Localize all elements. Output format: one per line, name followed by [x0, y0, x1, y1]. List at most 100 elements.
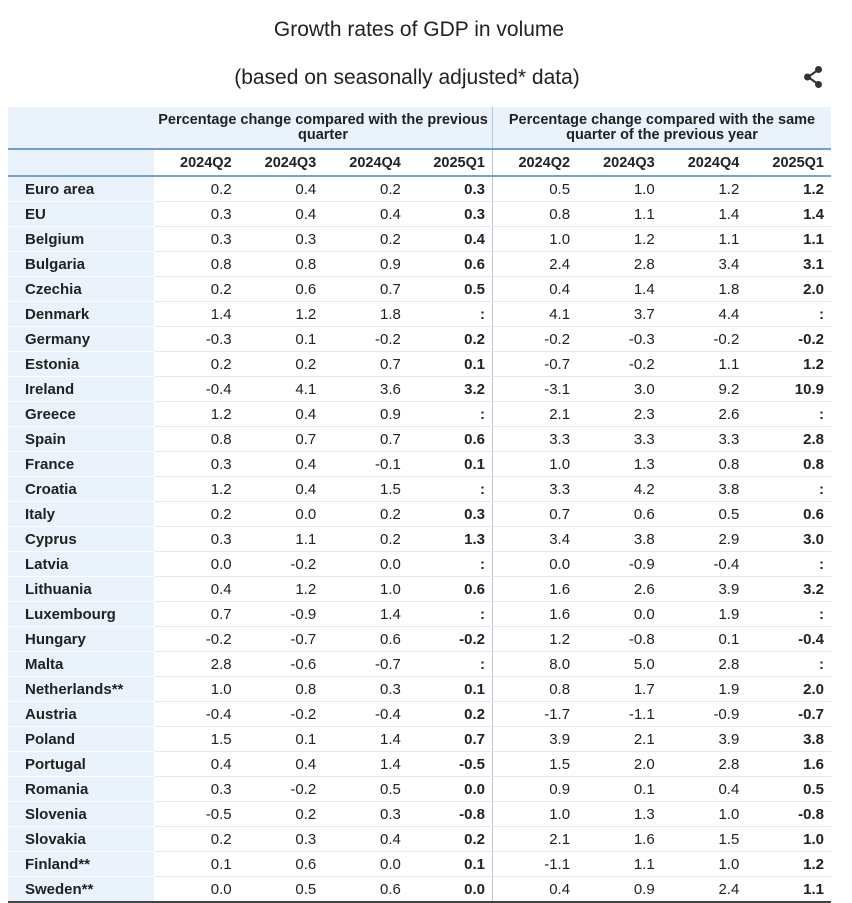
yoy-value-cell: 9.2 — [661, 376, 747, 402]
country-name: France — [8, 451, 155, 477]
qoq-value-cell: 1.0 — [154, 676, 239, 702]
share-icon[interactable] — [801, 65, 825, 89]
qoq-value-cell: -0.4 — [323, 701, 408, 727]
qoq-value-cell: 0.4 — [238, 451, 324, 477]
qoq-value-cell: 0.6 — [238, 276, 324, 302]
yoy-value-cell: 0.7 — [491, 501, 578, 527]
qoq-value-cell: : — [407, 551, 493, 577]
yoy-value-cell: 3.4 — [491, 526, 578, 552]
table-row: Romania 0.3 -0.2 0.5 0.0 0.9 0.1 0.4 0.5 — [8, 776, 831, 802]
yoy-value-cell: 0.8 — [661, 451, 747, 477]
country-name: Poland — [8, 726, 155, 752]
yoy-value-cell: -0.2 — [491, 326, 578, 352]
yoy-value-cell: 0.6 — [746, 501, 831, 527]
table-row: Czechia 0.2 0.6 0.7 0.5 0.4 1.4 1.8 2.0 — [8, 276, 831, 302]
yoy-value-cell: : — [746, 601, 831, 627]
table-row: Hungary -0.2 -0.7 0.6 -0.2 1.2 -0.8 0.1 -0.4 — [8, 626, 831, 652]
qoq-value-cell: 0.0 — [407, 876, 493, 903]
yoy-value-cell: 3.2 — [746, 576, 831, 602]
quarter-header: 2024Q2 — [154, 148, 239, 177]
qoq-value-cell: 0.2 — [154, 176, 239, 202]
yoy-value-cell: 2.8 — [661, 751, 747, 777]
qoq-value-cell: : — [407, 601, 493, 627]
qoq-value-cell: 0.5 — [323, 776, 408, 802]
qoq-value-cell: 0.9 — [323, 401, 408, 427]
qoq-value-cell: -0.6 — [238, 651, 324, 677]
yoy-value-cell: 1.1 — [577, 201, 662, 227]
qoq-value-cell: 1.4 — [323, 726, 408, 752]
yoy-value-cell: 0.0 — [577, 601, 662, 627]
yoy-value-cell: 3.9 — [661, 576, 747, 602]
qoq-value-cell: -0.4 — [154, 376, 239, 402]
quarter-header: 2024Q4 — [323, 148, 408, 177]
qoq-value-cell: -0.2 — [323, 326, 408, 352]
qoq-value-cell: 1.5 — [154, 726, 239, 752]
qoq-value-cell: 0.4 — [323, 826, 408, 852]
quarter-header: 2025Q1 — [746, 148, 831, 177]
qoq-value-cell: 0.3 — [323, 676, 408, 702]
yoy-value-cell: 2.6 — [577, 576, 662, 602]
table-row: Luxembourg 0.7 -0.9 1.4:1.6 0.0 1.9: — [8, 601, 831, 627]
qoq-value-cell: 0.8 — [154, 426, 239, 452]
qoq-value-cell: 1.2 — [154, 401, 239, 427]
yoy-value-cell: 0.4 — [661, 776, 747, 802]
table-row: Slovakia 0.2 0.3 0.4 0.2 2.1 1.6 1.5 1.0 — [8, 826, 831, 852]
qoq-value-cell: 0.1 — [238, 326, 324, 352]
yoy-value-cell: 3.8 — [746, 726, 831, 752]
yoy-value-cell: 0.1 — [577, 776, 662, 802]
yoy-value-cell: 0.5 — [746, 776, 831, 802]
yoy-value-cell: 1.0 — [491, 801, 578, 827]
table-row: Euro area 0.2 0.4 0.2 0.3 0.5 1.0 1.2 1.2 — [8, 176, 831, 202]
qoq-value-cell: 0.9 — [323, 251, 408, 277]
yoy-value-cell: 1.2 — [661, 176, 747, 202]
qoq-value-cell: 0.7 — [238, 426, 324, 452]
yoy-value-cell: -0.3 — [577, 326, 662, 352]
yoy-value-cell: : — [746, 476, 831, 502]
yoy-value-cell: 2.6 — [661, 401, 747, 427]
quarter-header: 2024Q3 — [577, 148, 662, 177]
qoq-value-cell: 3.6 — [323, 376, 408, 402]
yoy-value-cell: 2.0 — [746, 676, 831, 702]
yoy-value-cell: 3.3 — [577, 426, 662, 452]
yoy-value-cell: 1.3 — [577, 451, 662, 477]
yoy-value-cell: 3.3 — [491, 476, 578, 502]
yoy-value-cell: 1.0 — [746, 826, 831, 852]
yoy-value-cell: 1.2 — [746, 176, 831, 202]
yoy-value-cell: : — [746, 651, 831, 677]
yoy-value-cell: 3.3 — [491, 426, 578, 452]
yoy-value-cell: 2.8 — [746, 426, 831, 452]
table-row: Spain 0.8 0.7 0.7 0.6 3.3 3.3 3.3 2.8 — [8, 426, 831, 452]
country-name: Romania — [8, 776, 155, 802]
yoy-value-cell: 1.2 — [746, 351, 831, 377]
qoq-value-cell: 0.2 — [154, 351, 239, 377]
yoy-value-cell: 0.4 — [491, 276, 578, 302]
qoq-value-cell: 0.3 — [154, 526, 239, 552]
table-row: Malta 2.8 -0.6 -0.7:8.0 5.0 2.8: — [8, 651, 831, 677]
qoq-value-cell: 0.2 — [323, 501, 408, 527]
yoy-value-cell: 8.0 — [491, 651, 578, 677]
group-header-qoq: Percentage change compared with the prev… — [154, 107, 493, 149]
yoy-value-cell: 2.0 — [577, 751, 662, 777]
qoq-value-cell: 0.4 — [323, 201, 408, 227]
qoq-value-cell: 0.1 — [407, 351, 493, 377]
table-row: Cyprus 0.3 1.1 0.2 1.3 3.4 3.8 2.9 3.0 — [8, 526, 831, 552]
country-name: Greece — [8, 401, 155, 427]
table-row: Lithuania 0.4 1.2 1.0 0.6 1.6 2.6 3.9 3.2 — [8, 576, 831, 602]
yoy-value-cell: 1.4 — [661, 201, 747, 227]
yoy-value-cell: 1.1 — [577, 851, 662, 877]
yoy-value-cell: 1.8 — [661, 276, 747, 302]
qoq-value-cell: 1.0 — [323, 576, 408, 602]
country-name: Malta — [8, 651, 155, 677]
qoq-value-cell: : — [407, 651, 493, 677]
yoy-value-cell: -1.7 — [491, 701, 578, 727]
quarter-header: 2024Q3 — [238, 148, 324, 177]
table-row: Denmark 1.4 1.2 1.8:4.1 3.7 4.4: — [8, 301, 831, 327]
qoq-value-cell: 1.4 — [323, 751, 408, 777]
yoy-value-cell: 4.1 — [491, 301, 578, 327]
qoq-value-cell: 0.4 — [238, 176, 324, 202]
qoq-value-cell: 0.1 — [407, 451, 493, 477]
qoq-value-cell: 1.4 — [323, 601, 408, 627]
qoq-value-cell: 4.1 — [238, 376, 324, 402]
country-name: Germany — [8, 326, 155, 352]
qoq-value-cell: 0.7 — [407, 726, 493, 752]
